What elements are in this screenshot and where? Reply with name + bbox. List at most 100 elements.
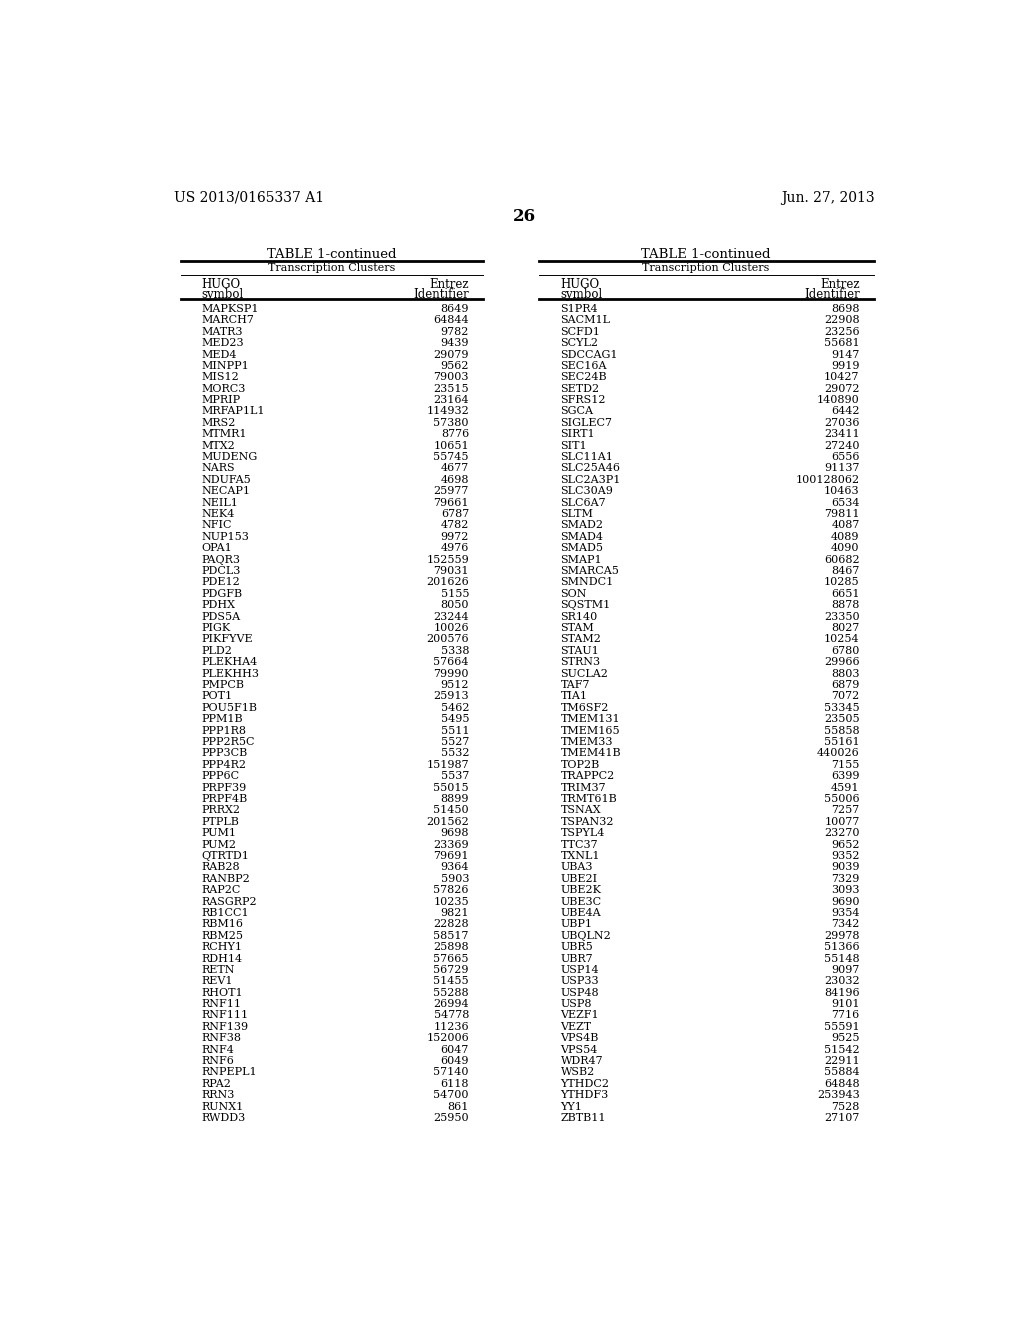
Text: 22911: 22911 xyxy=(824,1056,859,1067)
Text: 64848: 64848 xyxy=(824,1078,859,1089)
Text: SETD2: SETD2 xyxy=(560,384,600,393)
Text: 7155: 7155 xyxy=(831,760,859,770)
Text: PPP3CB: PPP3CB xyxy=(202,748,248,759)
Text: 10026: 10026 xyxy=(433,623,469,634)
Text: 6651: 6651 xyxy=(831,589,859,599)
Text: 8803: 8803 xyxy=(831,669,859,678)
Text: NEIL1: NEIL1 xyxy=(202,498,239,508)
Text: HUGO: HUGO xyxy=(560,277,600,290)
Text: UBE4A: UBE4A xyxy=(560,908,601,917)
Text: RNF4: RNF4 xyxy=(202,1044,234,1055)
Text: 9101: 9101 xyxy=(831,999,859,1008)
Text: WDR47: WDR47 xyxy=(560,1056,603,1067)
Text: MUDENG: MUDENG xyxy=(202,451,258,462)
Text: 10254: 10254 xyxy=(824,635,859,644)
Text: 51455: 51455 xyxy=(433,977,469,986)
Text: PDHX: PDHX xyxy=(202,601,236,610)
Text: 151987: 151987 xyxy=(426,760,469,770)
Text: 58517: 58517 xyxy=(433,931,469,941)
Text: 8467: 8467 xyxy=(831,566,859,576)
Text: 9782: 9782 xyxy=(440,327,469,337)
Text: RASGRP2: RASGRP2 xyxy=(202,896,257,907)
Text: 4976: 4976 xyxy=(440,544,469,553)
Text: 55858: 55858 xyxy=(824,726,859,735)
Text: SMAD2: SMAD2 xyxy=(560,520,603,531)
Text: RNPEPL1: RNPEPL1 xyxy=(202,1068,257,1077)
Text: SMARCA5: SMARCA5 xyxy=(560,566,620,576)
Text: 79661: 79661 xyxy=(433,498,469,508)
Text: NUP153: NUP153 xyxy=(202,532,250,541)
Text: SUCLA2: SUCLA2 xyxy=(560,669,608,678)
Text: 10463: 10463 xyxy=(824,486,859,496)
Text: SR140: SR140 xyxy=(560,611,598,622)
Text: SLTM: SLTM xyxy=(560,510,593,519)
Text: RANBP2: RANBP2 xyxy=(202,874,251,883)
Text: SCYL2: SCYL2 xyxy=(560,338,598,348)
Text: PLEKHA4: PLEKHA4 xyxy=(202,657,258,667)
Text: RCHY1: RCHY1 xyxy=(202,942,243,952)
Text: 6879: 6879 xyxy=(831,680,859,690)
Text: 57665: 57665 xyxy=(433,953,469,964)
Text: 8878: 8878 xyxy=(831,601,859,610)
Text: 253943: 253943 xyxy=(817,1090,859,1101)
Text: USP48: USP48 xyxy=(560,987,599,998)
Text: STRN3: STRN3 xyxy=(560,657,600,667)
Text: US 2013/0165337 A1: US 2013/0165337 A1 xyxy=(174,191,325,205)
Text: SFRS12: SFRS12 xyxy=(560,395,606,405)
Text: 55591: 55591 xyxy=(824,1022,859,1032)
Text: VPS54: VPS54 xyxy=(560,1044,598,1055)
Text: 6399: 6399 xyxy=(831,771,859,781)
Text: 9512: 9512 xyxy=(440,680,469,690)
Text: 7342: 7342 xyxy=(831,919,859,929)
Text: 23032: 23032 xyxy=(824,977,859,986)
Text: 23411: 23411 xyxy=(824,429,859,440)
Text: USP33: USP33 xyxy=(560,977,599,986)
Text: RNF11: RNF11 xyxy=(202,999,242,1008)
Text: Identifier: Identifier xyxy=(804,288,859,301)
Text: TABLE 1-continued: TABLE 1-continued xyxy=(267,248,396,261)
Text: SLC30A9: SLC30A9 xyxy=(560,486,613,496)
Text: 29978: 29978 xyxy=(824,931,859,941)
Text: PLD2: PLD2 xyxy=(202,645,232,656)
Text: NARS: NARS xyxy=(202,463,236,474)
Text: PAQR3: PAQR3 xyxy=(202,554,241,565)
Text: 79811: 79811 xyxy=(824,510,859,519)
Text: 4087: 4087 xyxy=(831,520,859,531)
Text: 55884: 55884 xyxy=(824,1068,859,1077)
Text: symbol: symbol xyxy=(560,288,603,301)
Text: TMEM41B: TMEM41B xyxy=(560,748,622,759)
Text: QTRTD1: QTRTD1 xyxy=(202,851,250,861)
Text: REV1: REV1 xyxy=(202,977,233,986)
Text: 10427: 10427 xyxy=(824,372,859,383)
Text: RUNX1: RUNX1 xyxy=(202,1102,244,1111)
Text: PPP2R5C: PPP2R5C xyxy=(202,737,255,747)
Text: VPS4B: VPS4B xyxy=(560,1034,599,1043)
Text: 3093: 3093 xyxy=(831,886,859,895)
Text: 114932: 114932 xyxy=(426,407,469,417)
Text: 9147: 9147 xyxy=(831,350,859,359)
Text: SMNDC1: SMNDC1 xyxy=(560,577,613,587)
Text: RNF38: RNF38 xyxy=(202,1034,242,1043)
Text: TSPAN32: TSPAN32 xyxy=(560,817,614,826)
Text: symbol: symbol xyxy=(202,288,244,301)
Text: 201626: 201626 xyxy=(426,577,469,587)
Text: MRS2: MRS2 xyxy=(202,418,236,428)
Text: 152006: 152006 xyxy=(426,1034,469,1043)
Text: S1PR4: S1PR4 xyxy=(560,304,598,314)
Text: Transcription Clusters: Transcription Clusters xyxy=(268,263,395,273)
Text: RBM16: RBM16 xyxy=(202,919,244,929)
Text: STAM2: STAM2 xyxy=(560,635,601,644)
Text: STAU1: STAU1 xyxy=(560,645,599,656)
Text: 440026: 440026 xyxy=(817,748,859,759)
Text: RDH14: RDH14 xyxy=(202,953,243,964)
Text: SIGLEC7: SIGLEC7 xyxy=(560,418,612,428)
Text: MTMR1: MTMR1 xyxy=(202,429,247,440)
Text: 6787: 6787 xyxy=(440,510,469,519)
Text: TRMT61B: TRMT61B xyxy=(560,793,617,804)
Text: 25913: 25913 xyxy=(433,692,469,701)
Text: PPP6C: PPP6C xyxy=(202,771,240,781)
Text: 55006: 55006 xyxy=(824,793,859,804)
Text: RAP2C: RAP2C xyxy=(202,886,241,895)
Text: 23270: 23270 xyxy=(824,828,859,838)
Text: PRPF39: PRPF39 xyxy=(202,783,247,792)
